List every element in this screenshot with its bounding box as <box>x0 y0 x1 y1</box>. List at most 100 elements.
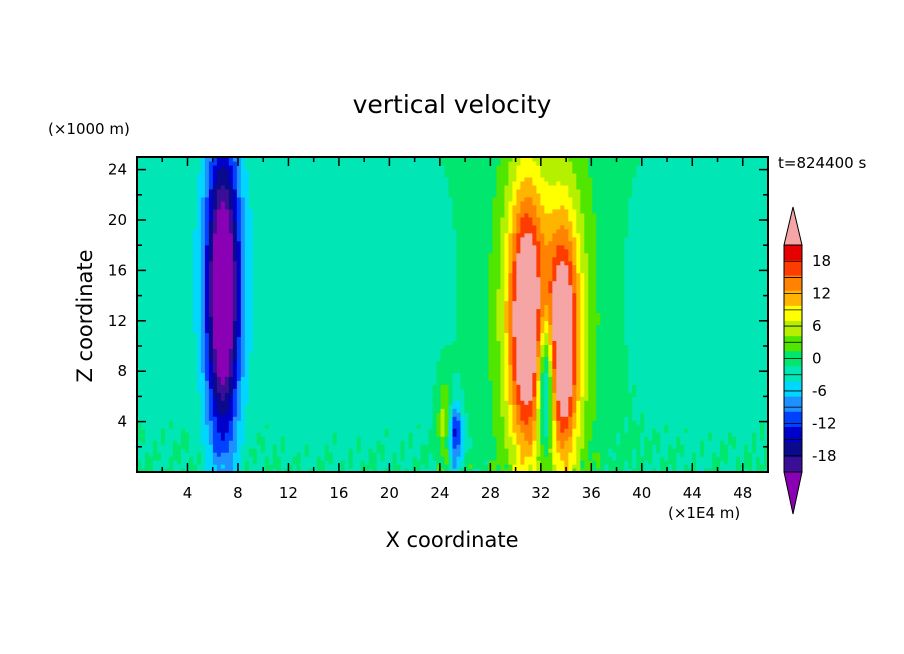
field-cell <box>620 456 625 461</box>
field-cell <box>460 364 466 369</box>
field-cell <box>320 360 326 365</box>
field-cell <box>236 376 242 381</box>
field-cell <box>688 424 693 429</box>
field-cell <box>560 364 565 369</box>
field-cell <box>248 428 254 433</box>
field-cell <box>708 464 713 469</box>
field-cell <box>288 356 294 361</box>
field-cell <box>600 432 605 437</box>
field-cell <box>504 360 510 365</box>
field-cell <box>336 368 342 373</box>
field-cell <box>180 376 186 381</box>
field-cell <box>436 372 442 377</box>
field-cell <box>300 348 306 353</box>
field-cell <box>704 468 709 473</box>
field-cell <box>484 376 490 381</box>
field-cell <box>476 344 482 349</box>
field-cell <box>300 360 306 365</box>
field-cell <box>360 428 366 433</box>
field-cell <box>184 392 190 397</box>
field-cell <box>616 372 621 377</box>
field-cell <box>360 360 366 365</box>
field-cell <box>500 344 506 349</box>
field-cell <box>532 468 537 473</box>
field-cell <box>380 452 386 457</box>
field-cell <box>572 412 577 417</box>
field-cell <box>200 408 206 413</box>
field-cell <box>216 420 222 425</box>
field-cell <box>384 348 390 353</box>
field-cell <box>356 428 362 433</box>
field-cell <box>760 420 765 425</box>
field-cell <box>644 432 649 437</box>
field-cell <box>332 428 338 433</box>
field-cell <box>468 408 474 413</box>
field-cell <box>180 428 186 433</box>
field-cell <box>476 376 482 381</box>
field-cell <box>496 356 502 361</box>
field-cell <box>632 408 637 413</box>
field-cell <box>664 352 669 357</box>
field-cell <box>648 364 653 369</box>
field-cell <box>304 388 310 393</box>
field-cell <box>276 344 282 349</box>
field-cell <box>372 460 378 465</box>
field-cell <box>172 452 178 457</box>
field-cell <box>540 376 545 381</box>
field-cell <box>700 384 705 389</box>
field-cell <box>256 400 262 405</box>
field-cell <box>684 392 689 397</box>
field-cell <box>648 408 653 413</box>
field-cell <box>360 348 366 353</box>
field-cell <box>276 392 282 397</box>
field-cell <box>504 436 510 441</box>
field-cell <box>292 368 298 373</box>
field-cell <box>588 424 593 429</box>
field-cell <box>156 440 162 445</box>
field-cell <box>496 364 502 369</box>
field-cell <box>736 460 741 465</box>
field-cell <box>224 404 230 409</box>
field-cell <box>412 392 418 397</box>
field-cell <box>372 440 378 445</box>
field-cell <box>448 352 454 357</box>
field-cell <box>616 348 621 353</box>
field-cell <box>748 444 753 449</box>
field-cell <box>140 348 146 353</box>
field-cell <box>484 452 490 457</box>
field-cell <box>180 460 186 465</box>
field-cell <box>556 392 561 397</box>
field-cell <box>160 468 166 473</box>
field-cell <box>344 352 350 357</box>
field-cell <box>528 464 533 469</box>
field-cell <box>464 420 470 425</box>
field-cell <box>420 436 426 441</box>
field-cell <box>604 432 609 437</box>
field-cell <box>492 424 498 429</box>
field-cell <box>452 388 458 393</box>
field-cell <box>392 384 398 389</box>
field-cell <box>740 420 745 425</box>
field-cell <box>632 452 637 457</box>
field-cell <box>188 364 194 369</box>
field-cell <box>464 456 470 461</box>
field-cell <box>632 460 637 465</box>
field-cell <box>644 396 649 401</box>
field-cell <box>196 348 202 353</box>
field-cell <box>496 464 502 469</box>
field-cell <box>504 364 510 369</box>
field-cell <box>256 364 262 369</box>
field-cell <box>168 416 174 421</box>
field-cell <box>152 352 158 357</box>
field-cell <box>137 440 142 445</box>
field-cell <box>296 420 302 425</box>
field-cell <box>488 452 494 457</box>
field-cell <box>480 376 486 381</box>
field-cell <box>612 428 617 433</box>
field-cell <box>512 460 517 465</box>
field-cell <box>652 416 657 421</box>
field-cell <box>752 360 757 365</box>
field-cell <box>496 420 502 425</box>
field-cell <box>272 428 278 433</box>
field-cell <box>320 460 326 465</box>
